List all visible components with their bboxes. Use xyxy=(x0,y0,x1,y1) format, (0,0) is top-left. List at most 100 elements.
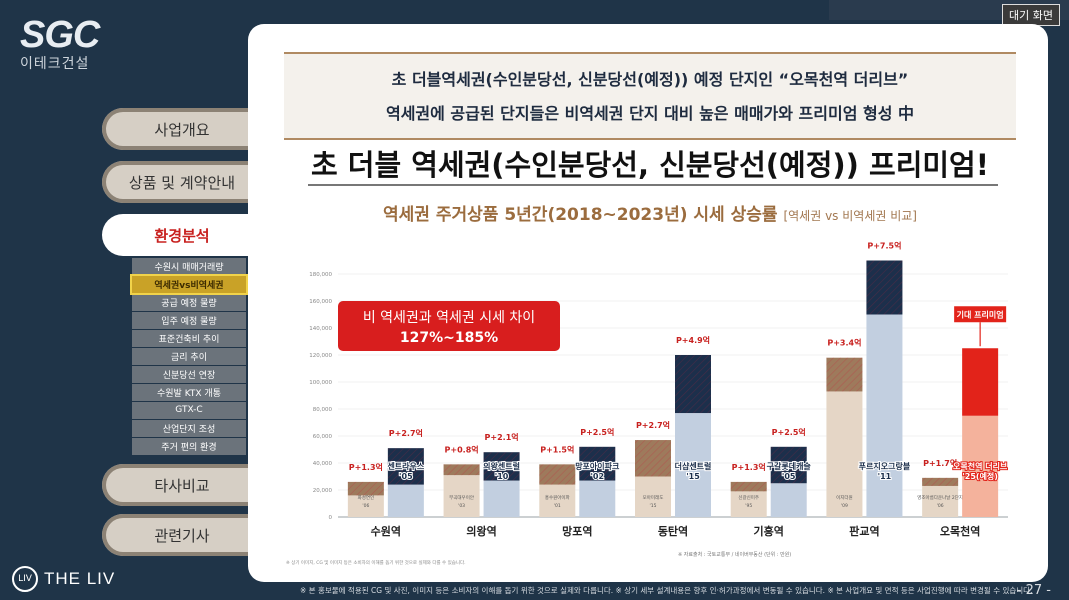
complex-year: '15 xyxy=(686,472,700,481)
premium-label: P+3.4억 xyxy=(827,338,861,348)
logo-sub: 이테크건설 xyxy=(20,56,90,72)
bar-non-station-hatch xyxy=(539,464,576,485)
premium-label: P+1.3억 xyxy=(732,462,766,472)
nav-tab-articles[interactable]: 관련기사 xyxy=(102,514,262,556)
complex-year: '06 xyxy=(937,503,944,509)
premium-label: P+7.5억 xyxy=(867,241,901,251)
bar-non-station-hatch xyxy=(347,481,384,496)
bar-non-station-base xyxy=(443,475,480,517)
complex-name: 홍수원아이파 xyxy=(545,494,571,501)
complex-year: '25(예정) xyxy=(962,471,998,481)
complex-name: 의왕센트럴 xyxy=(483,461,520,471)
callout-line-2: 127%~185% xyxy=(400,330,498,346)
subnav-item[interactable]: 표준건축비 추이 xyxy=(132,330,246,347)
y-tick-label: 140,000 xyxy=(309,326,332,332)
premium-label: P+2.7억 xyxy=(636,420,670,430)
bar-non-station-base xyxy=(826,391,863,517)
chart-subtitle-small: [역세권 vs 비역세권 비교] xyxy=(783,209,917,223)
premium-label: P+2.7억 xyxy=(389,428,423,438)
premium-label: P+2.5억 xyxy=(580,427,614,437)
bar-non-station-hatch xyxy=(922,477,959,486)
complex-name: 더샵센트럴 xyxy=(675,461,712,471)
complex-year: '09 xyxy=(841,503,848,509)
subnav-item-active[interactable]: 역세권vs비역세권 xyxy=(130,274,248,295)
complex-name: 센트라우스 xyxy=(387,461,424,471)
subnav-item[interactable]: 공급 예정 물량 xyxy=(132,294,246,311)
complex-year: '01 xyxy=(554,503,561,509)
complex-name: 이지더원 xyxy=(836,494,853,501)
bar-non-station-base xyxy=(922,485,959,517)
subnav-item[interactable]: 주거 편의 환경 xyxy=(132,438,246,455)
y-tick-label: 100,000 xyxy=(309,380,332,386)
logo-text: SGC xyxy=(20,14,100,56)
premium-label: P+2.5억 xyxy=(772,427,806,437)
bar-station-hatch xyxy=(770,446,807,484)
x-category-label: 오목천역 xyxy=(940,524,980,538)
subnav: 수원시 매매거래량 역세권vs비역세권 공급 예정 물량 입주 예정 물량 표준… xyxy=(130,258,248,456)
nav-tab-compare[interactable]: 타사비교 xyxy=(102,464,262,506)
premium-label: P+2.1억 xyxy=(485,432,519,442)
x-category-label: 수원역 xyxy=(371,524,401,538)
content-panel: 초 더블역세권(수인분당선, 신분당선(예정)) 예정 단지인 “오목천역 더리… xyxy=(248,24,1048,582)
y-tick-label: 0 xyxy=(329,515,333,521)
complex-year: '11 xyxy=(878,472,892,481)
subnav-item[interactable]: 신분당선 연장 xyxy=(132,366,246,383)
bar-station-premium xyxy=(962,348,999,416)
complex-year: '05 xyxy=(782,472,796,481)
complex-year: '10 xyxy=(495,472,509,481)
footer-logo-text: THE LIV xyxy=(44,569,116,588)
bar-station-base xyxy=(579,480,616,517)
complex-name: 푸르지오그랑블 xyxy=(859,461,911,471)
bar-station-base xyxy=(387,484,424,517)
standby-button[interactable]: 대기 화면 xyxy=(1002,4,1060,26)
bar-non-station-hatch xyxy=(826,357,863,392)
bar-station-base xyxy=(770,483,807,517)
complex-name: 화성연인 xyxy=(358,494,375,501)
bar-non-station-base xyxy=(635,476,671,517)
subnav-item[interactable]: 산업단지 조성 xyxy=(132,420,246,437)
subnav-item[interactable]: 수원시 매매거래량 xyxy=(132,258,246,275)
brand-logo: SGC 이테크건설 xyxy=(20,14,100,73)
subnav-item[interactable]: 입주 예정 물량 xyxy=(132,312,246,329)
subnav-item[interactable]: GTX-C xyxy=(132,402,246,419)
subnav-item[interactable]: 수원발 KTX 개통 xyxy=(132,384,246,401)
page-number: - 27 - xyxy=(1016,583,1051,598)
header-line-2: 역세권에 공급된 단지들은 비역세권 단지 대비 높은 매매가와 프리미엄 형성… xyxy=(385,104,915,123)
subnav-item[interactable]: 금리 추이 xyxy=(132,348,246,365)
price-growth-chart: 0 20,000 40,000 60,000 80,000 100,000 120,000 1… xyxy=(309,241,1009,539)
complex-year: '06 xyxy=(362,503,369,509)
premium-label: P+4.9억 xyxy=(676,335,710,345)
x-category-label: 망포역 xyxy=(562,524,592,538)
complex-name: 부곡대우이안 xyxy=(449,494,474,501)
bar-station-hatch xyxy=(579,446,616,481)
complex-year: '02 xyxy=(590,472,604,481)
complex-name: 모아미래도 xyxy=(643,494,664,501)
bar-non-station-hatch xyxy=(730,481,767,492)
bar-non-station-hatch xyxy=(443,464,480,476)
premium-label: P+1.3억 xyxy=(349,462,383,472)
y-tick-label: 40,000 xyxy=(313,461,333,467)
page-title: 초 더블 역세권(수인분당선, 신분당선(예정)) 프리미엄! xyxy=(311,148,989,182)
complex-year: '03 xyxy=(458,503,465,509)
footer-logo: LIV THE LIV xyxy=(12,566,115,592)
callout-box xyxy=(338,301,560,351)
bar-station-hatch xyxy=(387,448,424,485)
complex-name: 신갈신미주 xyxy=(738,494,759,501)
bar-station-hatch xyxy=(675,355,711,414)
title-divider xyxy=(308,184,998,186)
y-tick-label: 60,000 xyxy=(313,434,333,440)
bar-station-hatch xyxy=(483,452,520,481)
y-tick-label: 120,000 xyxy=(309,353,332,359)
chart-subtitle-main: 역세권 주거상품 5년간(2018~2023년) 시세 상승률 xyxy=(383,205,778,225)
y-tick-label: 180,000 xyxy=(309,272,332,278)
complex-name: 오목천역 더리브 xyxy=(953,461,1008,471)
header-box: 초 더블역세권(수인분당선, 신분당선(예정)) 예정 단지인 “오목천역 더리… xyxy=(284,52,1016,140)
x-category-label: 판교역 xyxy=(849,524,879,538)
nav-tab-product[interactable]: 상품 및 계약안내 xyxy=(102,161,262,203)
complex-year: '95 xyxy=(745,503,752,509)
bar-station-hatch xyxy=(866,260,903,315)
premium-label: P+0.8억 xyxy=(445,444,479,454)
nav-tab-environment[interactable]: 환경분석 xyxy=(102,214,262,256)
complex-name: 망포아이파크 xyxy=(575,461,620,471)
nav-tab-overview[interactable]: 사업개요 xyxy=(102,108,262,150)
